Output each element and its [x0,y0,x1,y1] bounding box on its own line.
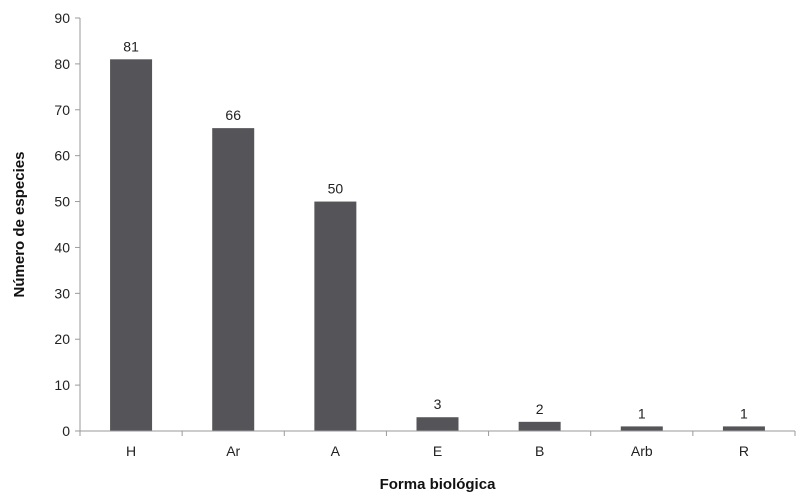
y-axis-ticks: 0 10 20 30 40 50 60 70 80 90 [54,10,80,439]
x-tick-label: A [331,443,341,459]
y-tick-label: 60 [54,148,70,164]
data-label-a: 50 [328,181,344,197]
x-axis-title: Forma biológica [380,476,497,493]
y-tick-label: 80 [54,56,70,72]
bar-e [416,417,459,431]
data-labels: 81 66 50 3 2 1 1 [123,38,748,421]
x-tick-label: H [126,443,136,459]
bar-r [722,426,765,431]
bar-arb [620,426,663,431]
data-label-r: 1 [740,405,748,421]
data-label-ar: 66 [225,107,241,123]
data-label-h: 81 [123,38,139,54]
x-tick-label: Arb [631,443,653,459]
y-tick-label: 50 [54,194,70,210]
bar-ar [212,128,255,431]
y-tick-label: 30 [54,285,70,301]
y-tick-label: 0 [62,423,70,439]
y-tick-label: 70 [54,102,70,118]
bars [110,59,765,432]
data-label-e: 3 [434,396,442,412]
data-label-arb: 1 [638,405,646,421]
y-axis-title: Número de especies [11,152,28,298]
y-tick-label: 90 [54,10,70,26]
x-axis-ticks: H Ar A E B Arb R [79,431,796,459]
bar-b [518,421,561,431]
y-tick-label: 40 [54,239,70,255]
y-tick-label: 10 [54,377,70,393]
x-tick-label: R [739,443,749,459]
x-tick-label: E [433,443,442,459]
bar-a [314,201,357,431]
x-tick-label: B [535,443,544,459]
data-label-b: 2 [536,401,544,417]
x-tick-label: Ar [226,443,240,459]
bar-h [110,59,153,432]
y-tick-label: 20 [54,331,70,347]
